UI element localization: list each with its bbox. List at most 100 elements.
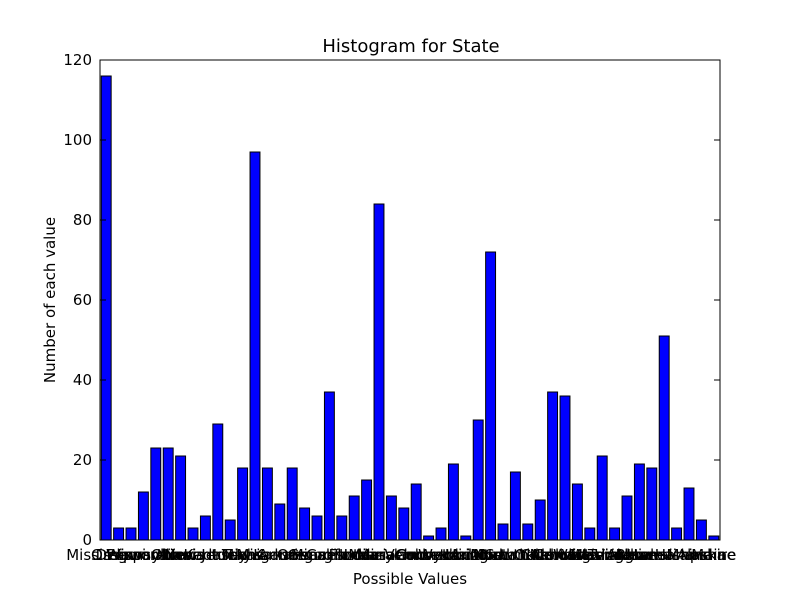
bar [671,527,683,541]
bar [571,483,583,541]
bar [125,527,137,541]
x-tick-label: Kentucky [184,546,253,564]
bar [249,151,261,541]
bar [323,391,335,541]
bar [423,535,435,541]
x-axis-label: Possible Values [353,570,467,588]
x-tick-label: Oregon [91,546,146,564]
bar [398,507,410,541]
x-tick-label: Washington [571,546,659,564]
x-tick-label: Oklahoma [514,546,590,564]
bar [336,515,348,541]
x-tick-label: Vermont [384,546,448,564]
x-tick-label: Hawaii [627,546,677,564]
y-axis-label: Number of each value [41,217,59,383]
y-tick-label: 80 [73,211,92,229]
x-tick-label: Virginia [562,546,619,564]
y-tick-label: 0 [82,531,92,549]
bar [435,527,447,541]
bar [584,527,596,541]
x-tick-label: Colorado [395,546,462,564]
bars-group [100,75,720,541]
bar [522,523,534,541]
bar [534,499,546,541]
bar [385,495,397,541]
x-tick-label: Mississippi [66,546,146,564]
bar [683,487,695,541]
x-tick-label: Idaho [445,546,487,564]
x-tick-label: Texas [221,546,264,564]
x-tick-label: Georgia [288,546,347,564]
bar [212,423,224,541]
x-tick-label: Alabama [606,546,672,564]
x-tick-label: Nebraska [530,546,601,564]
bar [261,467,273,541]
bar [286,467,298,541]
x-tick-label: Florida [329,546,380,564]
bar [609,527,621,541]
x-tick-label: Iowa [213,546,248,564]
x-tick-label: Tennessee [587,546,666,564]
x-tick-label: Maine [691,546,736,564]
bar [150,447,162,541]
x-tick-label: Nevada [164,546,221,564]
y-axis-ticks: 0 20 40 60 80 100 120 [63,51,720,549]
y-tick-label: 100 [63,131,92,149]
bar [199,515,211,541]
bar [311,515,323,541]
chart-title: Histogram for State [322,36,499,57]
bar [113,527,125,541]
bar [621,495,633,541]
plot-frame [99,59,721,541]
bar [100,75,112,541]
x-tick-labels: MississippiOregonDelawareWisconsinPennsy… [66,546,736,564]
bar [137,491,149,541]
x-tick-label: Louisiana [344,546,415,564]
x-tick-label: Massachusetts [348,546,459,564]
bar [361,479,373,541]
x-tick-label: Arizona [450,546,506,564]
x-tick-label: Minnesota [291,546,368,564]
bar [559,395,571,541]
x-tick-label: Connecticut [396,546,486,564]
bar [485,251,497,541]
x-tick-label: Ohio [151,546,186,564]
x-tick-label: Wyoming [418,546,488,564]
bar [274,503,286,541]
bar [447,463,459,541]
bar [187,527,199,541]
y-tick-label: 40 [73,371,92,389]
bar [708,535,720,541]
x-tick-label: West Virginia [553,546,651,564]
x-tick-label: Rhode Island [616,546,713,564]
x-tick-label: Delaware [96,546,167,564]
bar [695,519,707,541]
x-tick-label: Michigan [221,546,288,564]
bar [509,471,521,541]
bar [299,507,311,541]
x-tick-label: Oregon [277,546,332,564]
x-tick-label: New Mexico [532,546,622,564]
x-tick-label: Arkansas [258,546,327,564]
x-tick-label: Indiana [339,546,395,564]
x-tick-label: North Carolina [474,546,582,564]
bar [224,519,236,541]
bar [162,447,174,541]
bar [175,455,187,541]
y-tick-label: 60 [73,291,92,309]
x-tick-label: Pennsylvania [107,546,206,564]
bar [646,467,658,541]
x-tick-label: Montana [470,546,535,564]
x-tick-label: Alaska [677,546,726,564]
x-tick-label: Utah [473,546,509,564]
x-tick-label: Illinois [157,546,205,564]
x-tick-label: New Hampshire [617,546,736,564]
x-tick-label: New Jersey [164,546,247,564]
x-tick-label: South Carolina [485,546,595,564]
x-tick-label: California [306,546,377,564]
bar [596,455,608,541]
y-tick-label: 20 [73,451,92,469]
bar [497,523,509,541]
x-tick-label: New York [481,546,550,564]
